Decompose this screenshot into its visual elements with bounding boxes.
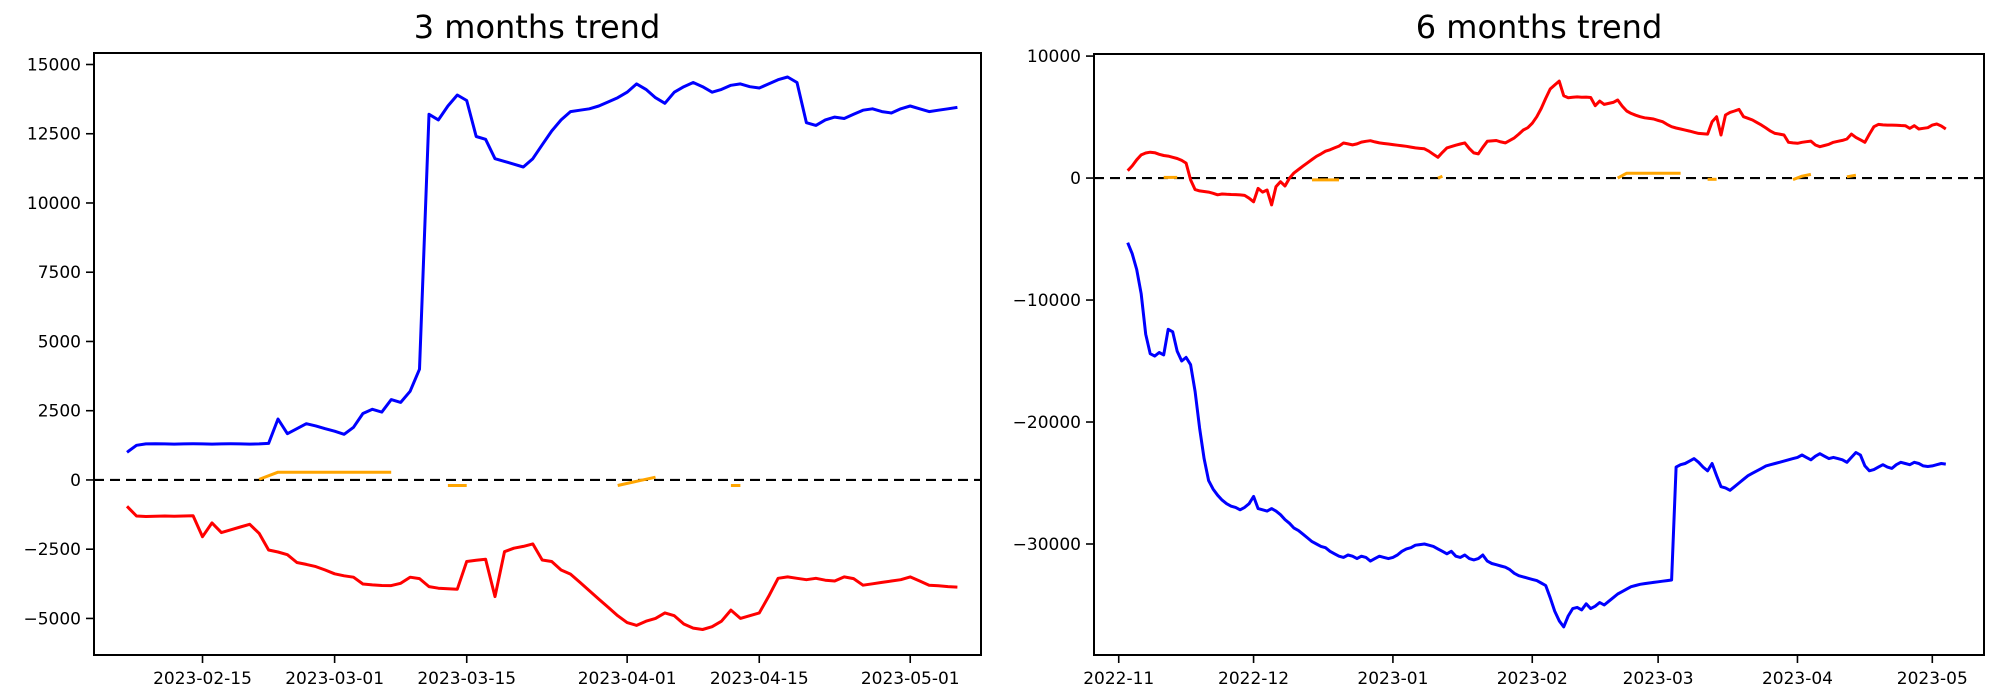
x-tick-label: 2023-04 [1762,669,1833,689]
y-tick-label: 2500 [38,402,81,422]
series-near-zero-segment-3 [617,475,656,487]
y-tick-label: 0 [1070,169,1081,189]
axes-box [1093,53,1985,656]
series-lower-trend-red [125,505,958,631]
series-near-zero-segment-1 [258,470,392,481]
x-tick-label: 2023-03 [1623,669,1694,689]
x-tick-label: 2022-12 [1218,669,1289,689]
series-near-zero-segment-6 [1792,172,1812,182]
series-near-zero-segment-3 [1437,174,1443,180]
left-chart-3-months: 2023-02-15 2023-03-01 2023-03-15 2023-04-01… [23,52,982,689]
right-chart-title: 6 months trend [1416,8,1663,46]
x-tick-label: 2023-02-15 [153,669,252,689]
x-tick-label: 2023-02 [1497,669,1568,689]
x-tick-label: 2023-01 [1357,669,1428,689]
y-tick-label: 15000 [27,55,81,75]
series-lower-trend-blue [1126,242,1946,629]
y-tick-label: 12500 [27,125,81,145]
series-near-zero-segment-7 [1846,173,1857,179]
y-tick-label: −2500 [23,540,81,560]
series-upper-trend-blue [126,75,958,454]
axes-box [93,52,982,656]
y-tick-label: −10000 [1013,291,1081,311]
x-tick-label: 2023-04-15 [710,669,809,689]
right-chart-6-months: 2022-11 2022-12 2023-01 2023-02 2023-03 2023-… [1013,47,1985,689]
y-tick-label: 5000 [38,332,81,352]
x-tick-label: 2023-03-01 [285,669,384,689]
y-tick-label: 0 [70,471,81,491]
y-tick-label: −20000 [1013,413,1081,433]
y-tick-label: −30000 [1013,535,1081,555]
x-tick-label: 2022-11 [1083,669,1154,689]
x-tick-label: 2023-04-01 [578,669,677,689]
y-tick-label: 10000 [1027,47,1081,67]
y-tick-label: −5000 [23,609,81,629]
x-tick-label: 2023-03-15 [417,669,516,689]
x-tick-label: 2023-05-01 [861,669,960,689]
series-upper-trend-red [1126,79,1947,207]
x-tick-label: 2023-05 [1897,669,1968,689]
series-near-zero-segment-4 [1616,171,1681,180]
y-tick-label: 10000 [27,194,81,214]
left-chart-title: 3 months trend [414,8,661,46]
y-tick-label: 7500 [38,263,81,283]
